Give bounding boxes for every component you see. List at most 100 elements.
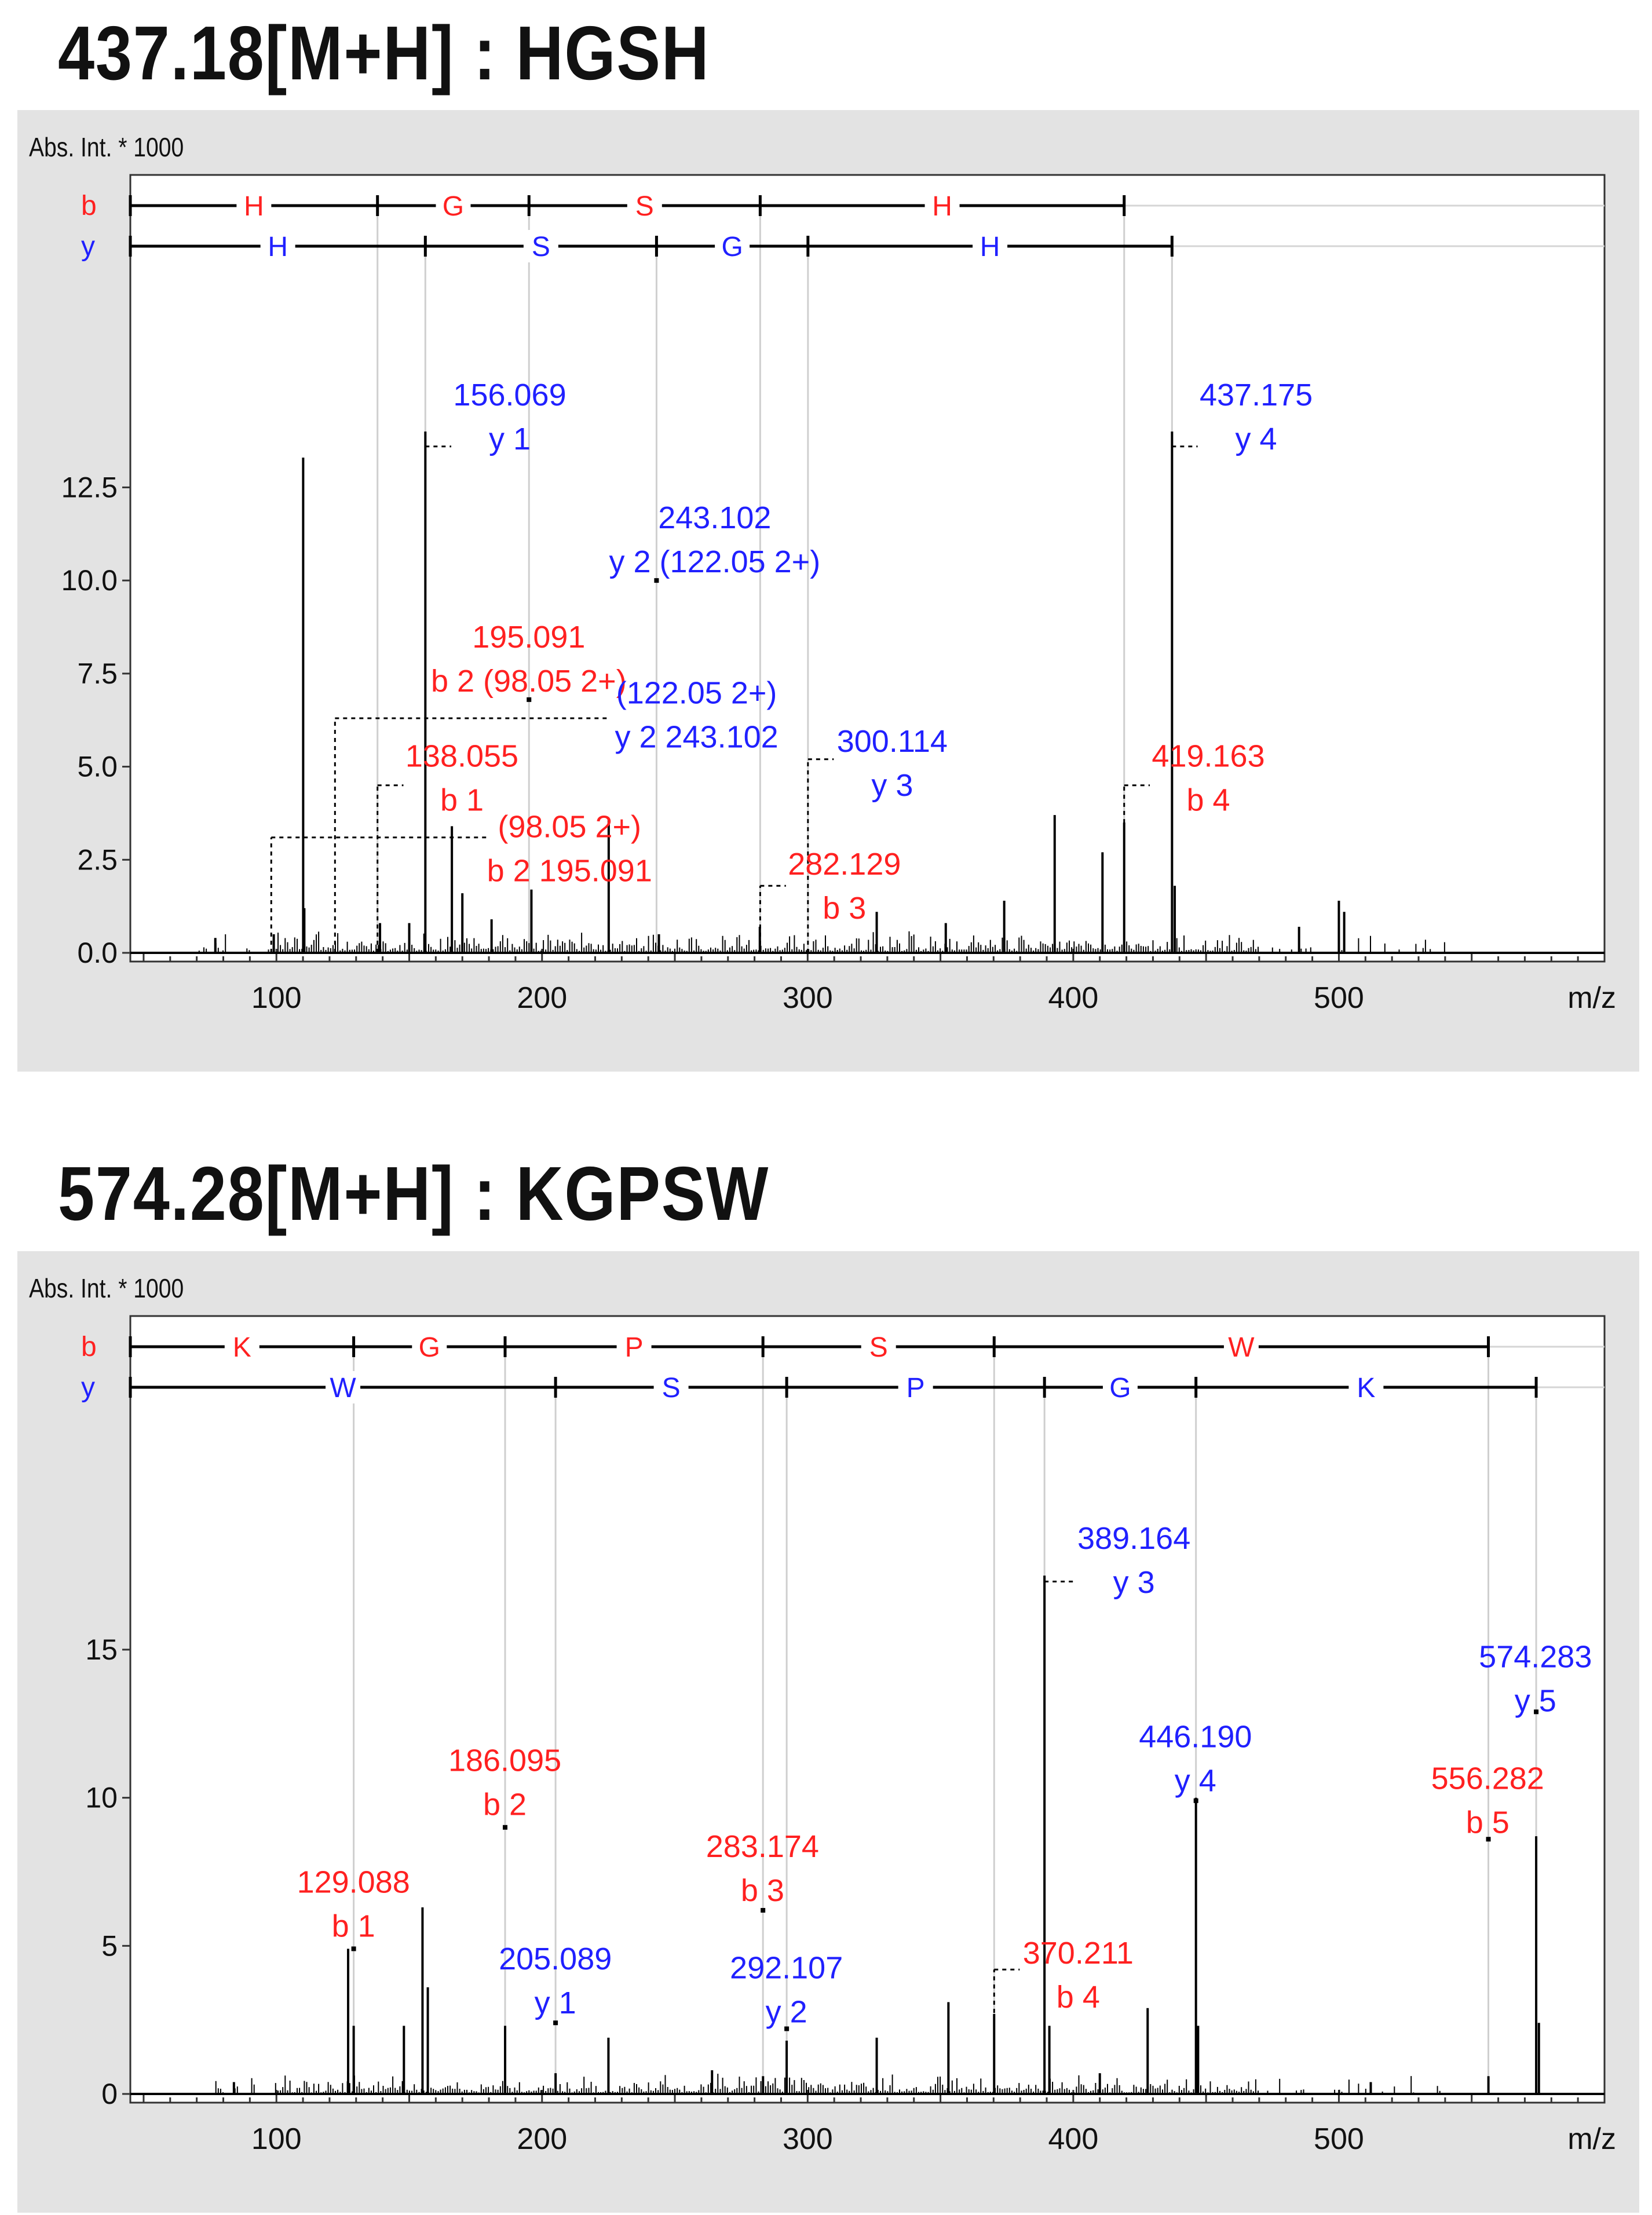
x-tick-label-1: 200 [517,2122,567,2156]
residue-bg-b-0 [224,1331,260,1363]
residue-bg-b-2 [616,1331,652,1363]
marker-dot-1 [1534,1709,1539,1715]
marker-dot-4 [503,1825,508,1830]
residue-b-4: W [1228,1332,1255,1363]
residue-bg-y-0 [326,1371,361,1403]
residue-b-1: G [443,191,464,222]
x-tick-label-0: 100 [251,981,302,1015]
residue-y-4: K [1357,1373,1375,1403]
residue-b-2: P [625,1332,644,1363]
marker-label-7-1: y 1 [535,1986,576,2020]
marker-label-1-1: y 4 [1236,422,1277,456]
residue-bg-b-1 [436,189,471,222]
marker-label-9-1: b 3 [823,891,866,926]
marker-label-2-1: y 2 (122.05 2+) [609,544,820,579]
marker-label-6-0: 129.088 [297,1865,410,1899]
residue-y-3: H [980,232,1000,262]
residue-bg-b-4 [1223,1331,1259,1363]
residue-bg-y-2 [898,1371,933,1403]
y-tick-label-2: 5.0 [77,751,118,783]
residue-b-1: G [419,1332,440,1363]
marker-label-0-1: y 1 [489,422,531,456]
marker-label-2-0: 243.102 [658,500,771,535]
spectrum-chart-1: Abs. Int. * 1000 b H G S Hy H S G H 0.0 2.5 5.0 7.5 10… [29,133,1616,1015]
marker-label-3-1: b 2 (98.05 2+) [431,664,627,699]
marker-dot-5 [761,1907,766,1913]
marker-label-7-0: 205.089 [499,1942,612,1976]
x-tick-label-3: 400 [1048,2122,1099,2156]
y-tick-label-0: 0.0 [77,937,118,969]
residue-b-0: K [233,1332,251,1363]
x-tick-label-3: 400 [1048,981,1099,1015]
residue-y-1: S [532,232,550,262]
marker-dot-7 [553,2020,558,2026]
marker-label-6-1: b 1 [332,1909,375,1943]
x-tick-label-4: 500 [1314,981,1364,1015]
marker-label-0-0: 156.069 [453,378,566,412]
marker-label-5-1: b 3 [741,1873,784,1908]
ladder-label-y: y [81,231,95,262]
marker-label-9-1: b 4 [1057,1980,1100,2015]
marker-label-6-1: y 3 [871,768,913,803]
marker-dot-2 [654,578,659,583]
marker-dot-3 [1486,1837,1491,1842]
y-axis-title: Abs. Int. * 1000 [29,133,184,163]
residue-y-0: H [268,232,288,262]
residue-bg-b-2 [627,189,662,222]
residue-bg-y-3 [973,230,1008,262]
marker-label-8-1: y 2 [766,1995,807,2030]
y-tick-label-1: 2.5 [77,843,118,876]
marker-label-8-0: 292.107 [730,1951,843,1986]
y-tick-label-1: 5 [101,1929,118,1962]
marker-label-8-1: b 2 195.091 [487,854,652,889]
residue-b-3: H [932,191,952,222]
marker-label-9-0: 370.211 [1023,1936,1134,1971]
marker-label-8-0: (98.05 2+) [498,810,641,845]
x-tick-label-1: 200 [517,981,567,1015]
marker-label-4-0: 186.095 [448,1744,561,1778]
marker-label-3-1: b 5 [1466,1805,1510,1840]
ladder-label-b: b [81,191,97,221]
residue-y-2: G [721,232,743,262]
residue-b-3: S [869,1332,888,1363]
marker-label-2-1: y 4 [1175,1764,1216,1799]
x-tick-label-2: 300 [783,981,833,1015]
marker-dot-6 [351,1946,356,1951]
residue-y-3: G [1109,1373,1131,1403]
residue-b-2: S [635,191,654,222]
ladder-label-b: b [81,1332,97,1362]
marker-label-0-1: y 3 [1113,1565,1155,1600]
spectrum-title-2: 574.28[M+H] : KGPSW [58,1151,770,1236]
y-tick-label-3: 7.5 [77,657,118,690]
x-tick-label-0: 100 [251,2122,302,2156]
marker-dot-2 [1193,1798,1198,1803]
residue-b-0: H [244,191,264,222]
y-tick-label-5: 12.5 [61,471,118,503]
marker-label-5-1: b 1 [440,783,484,818]
y-tick-label-4: 10.0 [61,564,118,597]
y-tick-label-2: 10 [85,1782,118,1814]
residue-bg-y-3 [1102,1371,1138,1403]
marker-label-2-0: 446.190 [1139,1720,1252,1755]
spectrum-noise [215,2074,1441,2094]
y-tick-label-3: 15 [85,1633,118,1666]
marker-label-6-0: 300.114 [837,724,948,759]
marker-label-3-0: 195.091 [472,620,585,655]
marker-label-5-0: 138.055 [405,739,518,774]
x-tick-label-2: 300 [783,2122,833,2156]
ladder-label-y: y [81,1372,95,1403]
marker-label-4-0: (122.05 2+) [616,675,777,710]
marker-label-7-0: 419.163 [1152,739,1264,774]
marker-label-3-0: 556.282 [1431,1761,1544,1796]
marker-label-1-0: 574.283 [1479,1640,1592,1675]
plot-area [129,1315,1606,2104]
marker-label-0-0: 389.164 [1077,1521,1190,1556]
plot-area [129,174,1606,963]
marker-label-5-0: 283.174 [706,1829,819,1864]
residue-bg-y-2 [715,230,750,262]
spectrum-noise [198,931,1445,953]
x-axis-title: m/z [1567,2122,1616,2156]
marker-dot-3 [527,697,532,702]
